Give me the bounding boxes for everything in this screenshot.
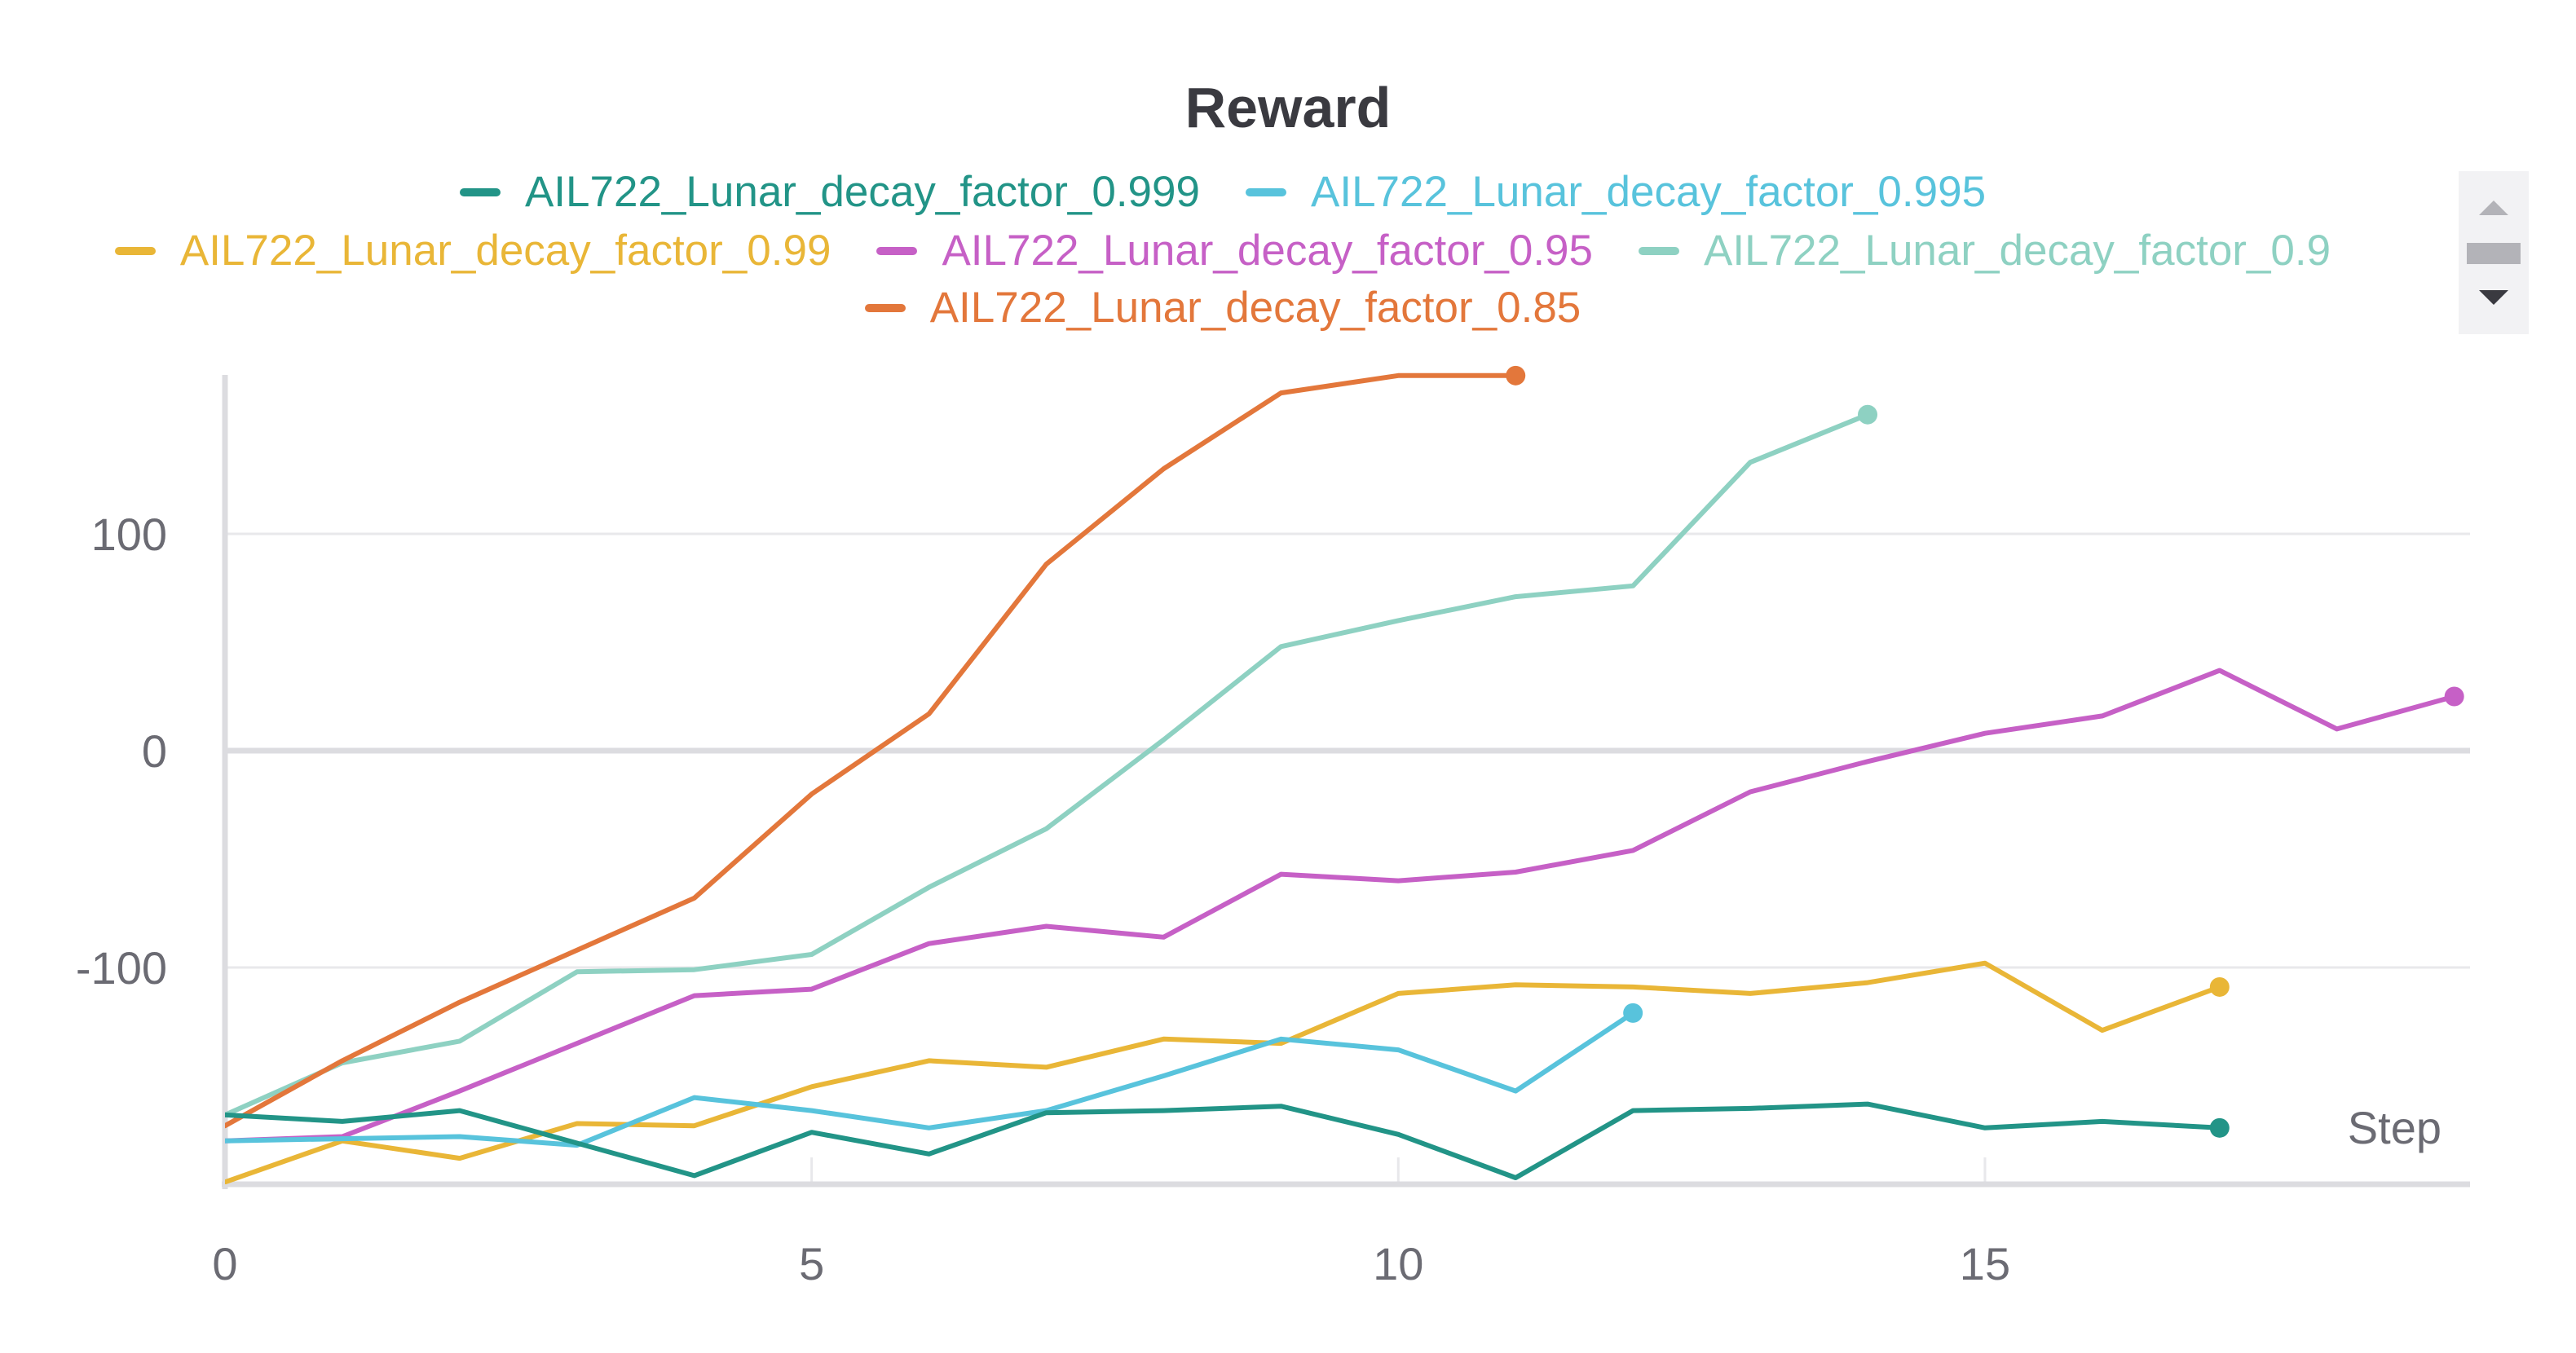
series-endpoint-2[interactable] (2209, 976, 2230, 997)
chart-title: Reward (1184, 76, 1392, 139)
legend-swatch-0995 (1246, 187, 1286, 196)
legend-swatch-095 (876, 246, 918, 255)
legend-item-095[interactable]: AIL722_Lunar_decay_factor_0.95 (876, 226, 1593, 275)
legend-swatch-099 (114, 246, 156, 255)
x-tick-label: 15 (1960, 1238, 2010, 1289)
legend-row-2: AIL722_Lunar_decay_factor_0.99 AIL722_Lu… (0, 226, 2446, 275)
legend-label-085: AIL722_Lunar_decay_factor_0.85 (929, 284, 1581, 332)
legend-scroll-control[interactable] (2459, 171, 2529, 334)
series-endpoint-1[interactable] (1623, 1003, 1643, 1023)
legend-swatch-0999 (459, 187, 501, 196)
legend-row-1: AIL722_Lunar_decay_factor_0.999 AIL722_L… (0, 167, 2446, 217)
x-tick-label: 0 (212, 1238, 237, 1289)
y-tick-label: 100 (91, 509, 167, 560)
series-line-0[interactable] (225, 1101, 2222, 1180)
legend-item-0999[interactable]: AIL722_Lunar_decay_factor_0.999 (459, 167, 1200, 217)
y-tick-label: -100 (76, 942, 167, 994)
legend-label-0999: AIL722_Lunar_decay_factor_0.999 (524, 168, 1200, 216)
legend-row-3: AIL722_Lunar_decay_factor_0.85 (0, 283, 2446, 333)
x-tick-label: 10 (1373, 1238, 1423, 1289)
series-line-2[interactable] (225, 960, 2222, 1184)
legend-swatch-09 (1639, 246, 1680, 255)
legend-label-09: AIL722_Lunar_decay_factor_0.9 (1704, 227, 2331, 275)
y-tick-label: 0 (142, 725, 167, 777)
series-endpoint-3[interactable] (2444, 686, 2464, 707)
legend-label-0995: AIL722_Lunar_decay_factor_0.995 (1311, 168, 1987, 216)
series-endpoint-0[interactable] (2209, 1117, 2230, 1138)
legend-item-099[interactable]: AIL722_Lunar_decay_factor_0.99 (114, 226, 831, 275)
series-layer (225, 365, 2464, 1184)
axis-layer: 100 0 -100 0 5 10 15 (76, 375, 2470, 1289)
series-line-3[interactable] (225, 668, 2457, 1144)
x-tick-label: 5 (799, 1238, 824, 1289)
series-line-5[interactable] (225, 372, 1519, 1129)
legend-label-099: AIL722_Lunar_decay_factor_0.99 (179, 227, 831, 275)
series-line-4[interactable] (225, 412, 1870, 1117)
series-endpoint-5[interactable] (1506, 365, 1526, 386)
legend-item-0995[interactable]: AIL722_Lunar_decay_factor_0.995 (1246, 167, 1986, 217)
legend-item-09[interactable]: AIL722_Lunar_decay_factor_0.9 (1639, 226, 2331, 275)
legend-swatch-085 (864, 303, 906, 312)
series-line-1[interactable] (225, 1010, 1636, 1148)
legend-item-085[interactable]: AIL722_Lunar_decay_factor_0.85 (864, 283, 1581, 333)
scroll-thumb[interactable] (2467, 243, 2521, 264)
legend-label-095: AIL722_Lunar_decay_factor_0.95 (942, 227, 1594, 275)
scroll-down-icon[interactable] (2479, 290, 2508, 305)
grid-layer (225, 532, 2470, 1184)
x-axis-label: Step (2348, 1102, 2441, 1153)
scroll-up-icon[interactable] (2479, 201, 2508, 215)
series-endpoint-4[interactable] (1858, 404, 1878, 425)
